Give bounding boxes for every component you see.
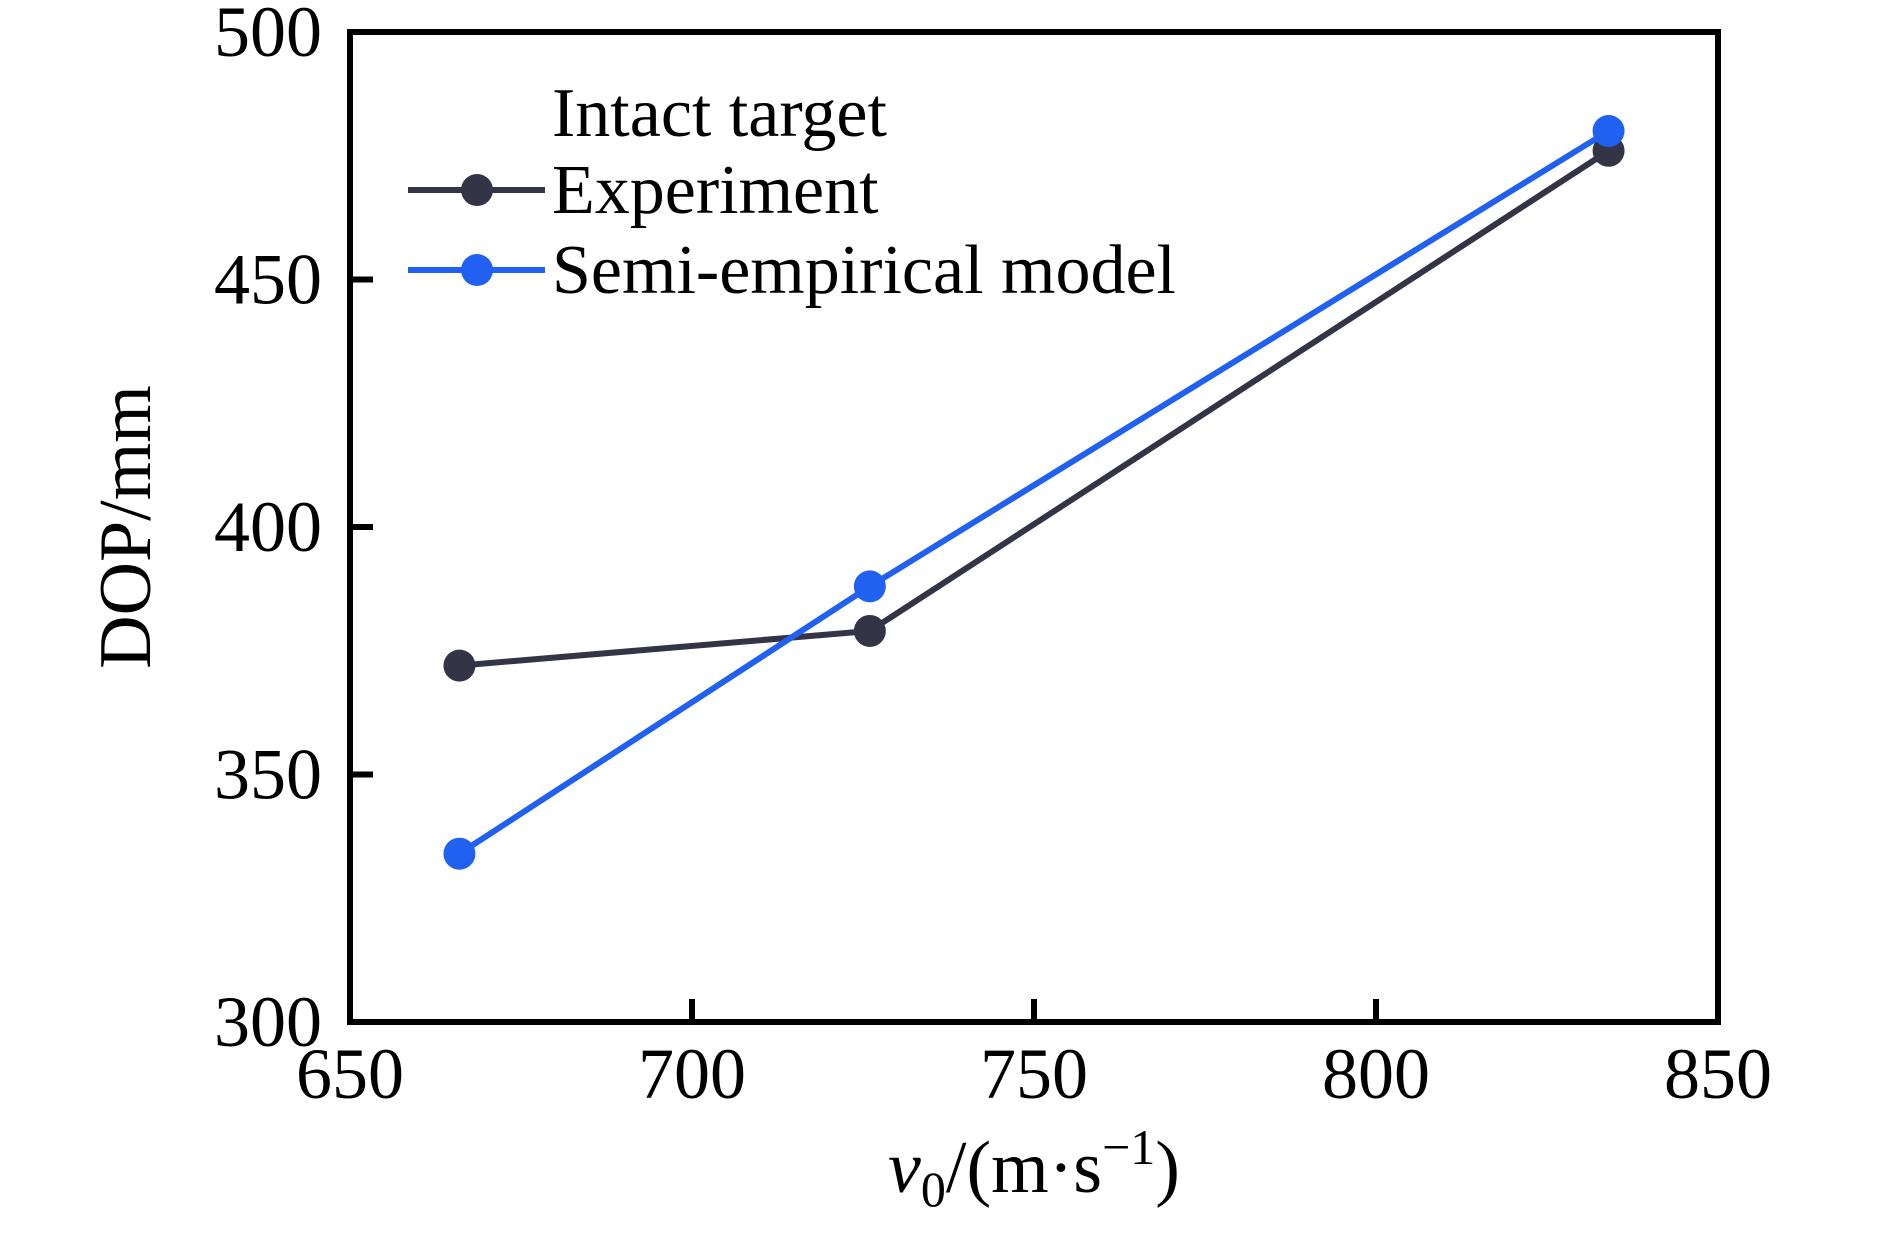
legend-marker-semi-empirical-model	[461, 254, 493, 286]
legend-label-experiment: Experiment	[552, 152, 879, 229]
plot-frame	[347, 29, 1721, 1025]
y-axis-tick-label: 400	[214, 487, 322, 567]
y-axis-tick-label: 450	[214, 240, 322, 320]
semi-empirical-model-marker	[853, 570, 886, 603]
experiment-marker	[853, 614, 886, 647]
y-axis-tick-label: 300	[214, 982, 322, 1062]
semi-empirical-model-marker	[1592, 115, 1625, 147]
x-axis-tick-label: 850	[1664, 1034, 1772, 1114]
y-axis-tick-label: 350	[214, 735, 322, 815]
semi-empirical-model-marker	[443, 837, 476, 870]
y-axis-title: DOP/mm	[85, 385, 167, 669]
x-axis-tick-label: 800	[1322, 1034, 1430, 1114]
legend-label-semi-empirical-model: Semi-empirical model	[552, 232, 1176, 309]
legend-header: Intact target	[552, 75, 887, 152]
experiment-marker	[443, 649, 476, 682]
x-axis-title: v0/(m·s−1)	[888, 1119, 1180, 1217]
x-axis-tick-label: 650	[296, 1034, 404, 1114]
x-axis-tick-label: 700	[638, 1034, 746, 1114]
y-axis-tick-label: 500	[214, 0, 322, 72]
legend-marker-experiment	[461, 174, 493, 206]
x-axis-tick-label: 750	[980, 1034, 1088, 1114]
